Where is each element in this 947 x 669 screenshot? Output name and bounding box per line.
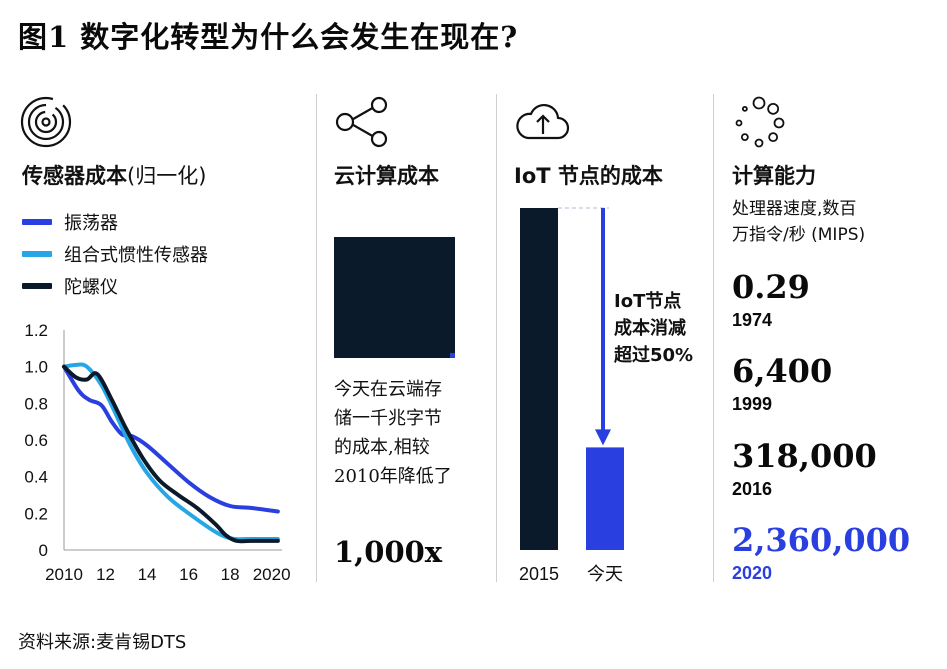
compute-year: 1999 xyxy=(732,394,773,414)
y-tick-label: 1.0 xyxy=(24,358,48,377)
bar-category-label: 今天 xyxy=(587,564,623,584)
legend-swatch xyxy=(22,219,52,225)
y-tick-label: 0 xyxy=(39,541,48,560)
legend-item: 陀螺仪 xyxy=(22,270,208,302)
sensor-title: 传感器成本 xyxy=(22,164,127,188)
y-tick-label: 1.2 xyxy=(24,321,48,340)
reduction-arrow-head xyxy=(595,429,611,446)
source-note: 资料来源:麦肯锡DTS xyxy=(18,632,187,653)
cloud-text-line: 2010年降低了 xyxy=(334,466,452,487)
compute-subtitle-line: 万指令/秒 (MIPS) xyxy=(732,225,866,245)
x-tick-label: 2010 xyxy=(45,565,83,584)
legend-label: 陀螺仪 xyxy=(64,277,118,298)
icon-dot xyxy=(741,105,748,112)
loading-dots-icon xyxy=(732,96,786,154)
compute-year: 2016 xyxy=(732,479,773,499)
share-icon xyxy=(334,96,390,152)
compute-value: 6,400 xyxy=(732,352,833,390)
legend-item: 振荡器 xyxy=(22,206,208,238)
spiral-sensor-icon xyxy=(20,96,72,152)
compute-value: 318,000 xyxy=(732,437,877,475)
icon-dot xyxy=(754,138,764,148)
iot-annotation-line: IoT节点 xyxy=(614,291,682,312)
cloud-value: 1,000x xyxy=(334,535,443,569)
iot-annotation: IoT节点 成本消减 超过50% xyxy=(614,288,693,369)
iot-cost-bar-chart: 2015 今天 xyxy=(519,207,624,584)
divider xyxy=(496,94,497,582)
x-tick-label: 12 xyxy=(96,565,115,584)
compute-value-highlight: 2,360,000 xyxy=(732,521,911,559)
bar-1 xyxy=(520,208,558,550)
icon-dot xyxy=(740,133,749,142)
legend-swatch xyxy=(22,251,52,257)
cloud-upload-icon xyxy=(514,100,570,148)
compute-value: 0.29 xyxy=(732,268,810,306)
bar-category-label: 2015 xyxy=(519,564,559,584)
x-tick-label: 14 xyxy=(138,565,157,584)
compute-subtitle-line: 处理器速度,数百 xyxy=(732,199,857,219)
cloud-text-line: 今天在云端存 xyxy=(334,379,442,400)
series-line-3 xyxy=(62,364,280,544)
cloud-text-line: 储一千兆字节 xyxy=(334,408,442,429)
sensor-title-suffix: (归一化) xyxy=(127,164,207,188)
y-tick-label: 0.4 xyxy=(24,468,48,487)
iot-title: IoT 节点的成本 xyxy=(514,164,663,188)
x-tick-label: 2020 xyxy=(253,565,291,584)
y-tick-label: 0.8 xyxy=(24,394,48,413)
sensor-legend: 振荡器 组合式惯性传感器 陀螺仪 xyxy=(22,206,208,302)
cloud-description: 今天在云端存 储一千兆字节 的成本,相较 2010年降低了 xyxy=(334,375,452,491)
cloud-text-line: 的成本,相较 xyxy=(334,437,430,458)
series-line-1 xyxy=(62,364,280,514)
divider xyxy=(316,94,317,582)
legend-item: 组合式惯性传感器 xyxy=(22,238,208,270)
legend-swatch xyxy=(22,283,52,289)
compute-subtitle: 处理器速度,数百 万指令/秒 (MIPS) xyxy=(732,196,865,248)
sensor-panel-title: 传感器成本(归一化) xyxy=(22,160,206,190)
icon-dot xyxy=(773,117,785,129)
x-tick-label: 16 xyxy=(179,565,198,584)
x-tick-label: 18 xyxy=(221,565,240,584)
compute-year: 1974 xyxy=(732,310,773,330)
y-tick-label: 0.6 xyxy=(24,431,48,450)
icon-dot xyxy=(735,119,743,127)
y-tick-label: 0.2 xyxy=(24,504,48,523)
cloud-cost-square xyxy=(334,237,455,358)
sensor-cost-line-chart: 0 0.2 0.4 0.6 0.8 1.0 1.2 2010 12 14 16 18 2020 xyxy=(24,321,291,584)
page-title: 图1 数字化转型为什么会发生在现在? xyxy=(18,20,519,54)
icon-dot xyxy=(752,96,766,110)
icon-dot xyxy=(767,102,780,115)
legend-label: 振荡器 xyxy=(64,213,118,234)
divider xyxy=(713,94,714,582)
iot-annotation-line: 超过50% xyxy=(614,345,694,366)
compute-year-highlight: 2020 xyxy=(732,563,773,583)
compute-title: 计算能力 xyxy=(732,164,816,188)
cloud-title: 云计算成本 xyxy=(334,164,439,188)
bar-2 xyxy=(586,447,624,550)
series-line-2 xyxy=(62,362,280,542)
legend-label: 组合式惯性传感器 xyxy=(64,245,208,266)
cloud-cost-square-small xyxy=(450,353,455,358)
icon-dot xyxy=(768,132,779,143)
iot-annotation-line: 成本消减 xyxy=(614,318,686,339)
